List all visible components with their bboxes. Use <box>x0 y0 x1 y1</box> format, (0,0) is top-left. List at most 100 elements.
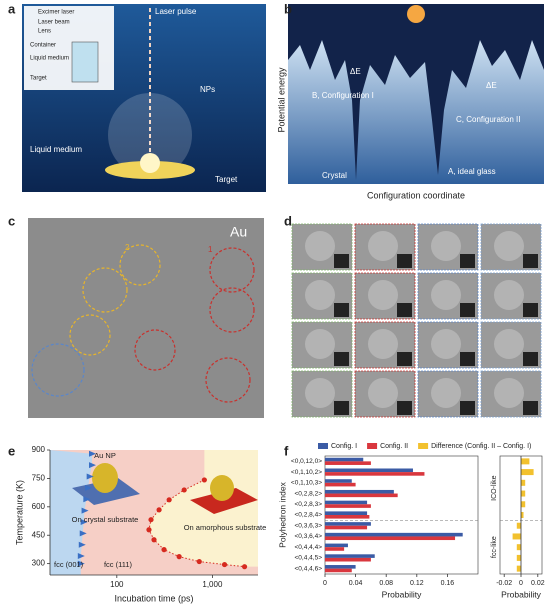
x-tick-label: 1,000 <box>202 580 223 589</box>
bar <box>325 568 352 573</box>
inset-label: Container <box>30 43 56 49</box>
label: Laser pulse <box>155 7 197 16</box>
point <box>148 517 154 523</box>
fft-inset <box>523 303 538 317</box>
point <box>156 507 162 513</box>
annotation: ICO-like <box>491 475 498 500</box>
fft-inset <box>460 254 475 268</box>
particle <box>494 280 524 310</box>
point <box>88 462 96 469</box>
legend-label: Config. II <box>380 443 408 450</box>
fft-inset <box>334 401 349 415</box>
bar <box>325 500 368 505</box>
y-tick-label: <0,4,4,4> <box>295 544 323 551</box>
point <box>221 561 228 568</box>
bar <box>325 482 356 487</box>
charts: 300 450 600 750 900 100 1,000 Incubation time (… <box>14 443 544 604</box>
y-tick-label: <0,2,8,2> <box>295 490 323 497</box>
label: Liquid medium <box>30 145 82 154</box>
bar <box>325 504 371 508</box>
particle <box>368 231 398 261</box>
fft-inset <box>334 352 349 366</box>
x-tick-label: 100 <box>110 580 124 589</box>
y-tick-label: 450 <box>32 530 46 539</box>
bar <box>325 479 352 483</box>
particle <box>494 231 524 261</box>
legend-swatch <box>318 443 328 449</box>
legend-swatch <box>418 443 429 449</box>
bar <box>516 554 521 561</box>
fft-inset <box>397 303 412 317</box>
inset-label: Lens <box>38 29 51 35</box>
inset-label: Laser beam <box>38 20 70 26</box>
particle <box>431 329 461 359</box>
panel-label: c <box>8 213 15 228</box>
bar <box>516 565 521 572</box>
axis-label: Configuration coordinate <box>367 190 465 200</box>
bar <box>325 472 425 476</box>
fft-inset <box>523 254 538 268</box>
label: Target <box>215 175 238 184</box>
y-tick-label: <0,4,4,5> <box>295 555 323 562</box>
particle <box>305 329 335 359</box>
point <box>80 518 88 525</box>
point <box>201 477 207 483</box>
y-tick-label: 900 <box>32 445 46 454</box>
energy-landscape <box>288 40 544 184</box>
x-tick-label: 0 <box>519 580 523 587</box>
point <box>78 541 86 548</box>
point <box>88 450 96 457</box>
point <box>176 554 182 560</box>
y-tick-label: <0,0,12,0> <box>291 458 322 465</box>
au-np <box>92 463 118 493</box>
panel-label: e <box>8 443 15 458</box>
particle <box>368 280 398 310</box>
axis-label: Probability <box>382 589 422 599</box>
bar <box>325 557 371 562</box>
fft-inset <box>460 303 475 317</box>
bar <box>521 490 526 497</box>
bar <box>512 533 521 540</box>
axis-label: Probability <box>501 589 541 599</box>
label: 1 <box>208 245 213 254</box>
particle <box>305 378 335 408</box>
axis-label: Potential energy <box>276 67 286 133</box>
y-tick-label: <0,2,8,3> <box>295 501 323 508</box>
label: Crystal <box>322 171 347 180</box>
point <box>181 487 187 493</box>
bar <box>325 554 375 558</box>
inset-label: Excimer laser <box>38 10 74 16</box>
fft-inset <box>460 401 475 415</box>
fft-inset <box>523 401 538 415</box>
point <box>241 564 248 570</box>
fft-inset <box>397 352 412 366</box>
inset <box>24 6 114 90</box>
annotation: fcc (001) <box>54 560 84 569</box>
legend-swatch <box>367 443 378 449</box>
particle <box>305 231 335 261</box>
fft-inset <box>460 352 475 366</box>
point <box>85 484 93 491</box>
container <box>71 41 99 83</box>
label: NPs <box>200 85 215 94</box>
particle <box>494 378 524 408</box>
fft-inset <box>334 254 349 268</box>
bar <box>325 525 368 530</box>
point <box>86 473 94 480</box>
point <box>196 558 202 565</box>
bar <box>516 544 521 551</box>
y-tick-label: 300 <box>32 559 46 568</box>
inset-label: Liquid medium <box>30 56 69 62</box>
panel-label: a <box>8 1 16 16</box>
annotation: fcc-like <box>491 536 498 558</box>
panel-label: d <box>284 213 292 228</box>
bar <box>325 493 398 498</box>
particle <box>368 378 398 408</box>
bar <box>325 461 371 465</box>
point <box>146 527 152 533</box>
bar <box>325 515 370 519</box>
y-tick-label: 600 <box>32 502 46 511</box>
bar <box>325 536 456 541</box>
axis-label: Polyhedron index <box>277 481 287 547</box>
bar <box>521 501 526 508</box>
